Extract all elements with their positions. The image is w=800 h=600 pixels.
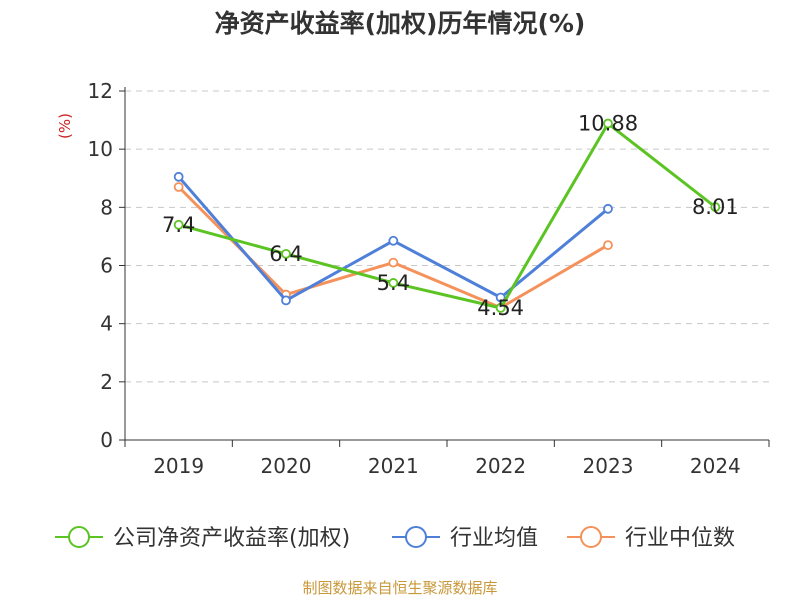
data-label: 6.4 — [269, 242, 302, 266]
data-point — [173, 171, 184, 182]
y-axis-label: (%) — [56, 113, 74, 139]
legend-swatch-marker — [580, 526, 602, 548]
legend-swatch-marker — [405, 526, 427, 548]
data-point — [495, 292, 506, 303]
data-point — [388, 278, 399, 288]
data-point — [388, 257, 399, 268]
y-tick-label: 6 — [100, 254, 113, 278]
grid-lines — [125, 90, 769, 383]
y-tick-label: 4 — [100, 312, 113, 336]
y-tick-label: 10 — [88, 137, 113, 161]
data-label: 4.54 — [477, 296, 524, 320]
legend-label: 行业均值 — [450, 526, 538, 551]
data-point — [603, 118, 613, 129]
chart-title: 净资产收益率(加权)历年情况(%) — [214, 9, 586, 38]
data-point — [281, 295, 291, 306]
data-point — [495, 303, 506, 313]
series-line — [178, 122, 717, 310]
data-point — [173, 219, 184, 230]
y-tick-label: 12 — [88, 79, 113, 103]
data-point — [603, 240, 613, 251]
data-point — [173, 182, 184, 192]
legend-label: 公司净资产收益率(加权) — [113, 526, 350, 551]
data-label: 5.4 — [377, 271, 410, 295]
legend-label: 行业中位数 — [625, 526, 735, 551]
y-tick-label: 8 — [100, 195, 113, 219]
x-tick-label: 2021 — [368, 454, 419, 478]
y-tick-label: 0 — [100, 428, 113, 452]
x-tick-label: 2024 — [690, 454, 741, 478]
data-label: 8.01 — [692, 195, 739, 219]
y-tick-label: 2 — [100, 370, 113, 394]
axes: 0 2 4 6 8 10 12 (%) 2019 2020 2021 2022 2023 2024 — [56, 79, 770, 478]
data-point — [388, 235, 399, 246]
legend: 公司净资产收益率(加权) 行业均值 行业中位数 — [55, 526, 735, 551]
data-point — [281, 248, 291, 259]
x-tick-label: 2023 — [583, 454, 634, 478]
x-tick-label: 2022 — [475, 454, 526, 478]
legend-swatch-marker — [68, 526, 90, 548]
data-label: 7.4 — [162, 213, 195, 237]
data-point — [710, 202, 721, 212]
source-note: 制图数据来自恒生聚源数据库 — [302, 579, 498, 597]
data-labels: 7.4 6.4 5.4 4.54 10.88 8.01 — [162, 112, 739, 320]
x-tick-label: 2020 — [261, 454, 312, 478]
series-lines — [173, 118, 721, 313]
data-point — [603, 203, 613, 214]
x-tick-label: 2019 — [153, 454, 204, 478]
data-label: 10.88 — [578, 112, 638, 136]
